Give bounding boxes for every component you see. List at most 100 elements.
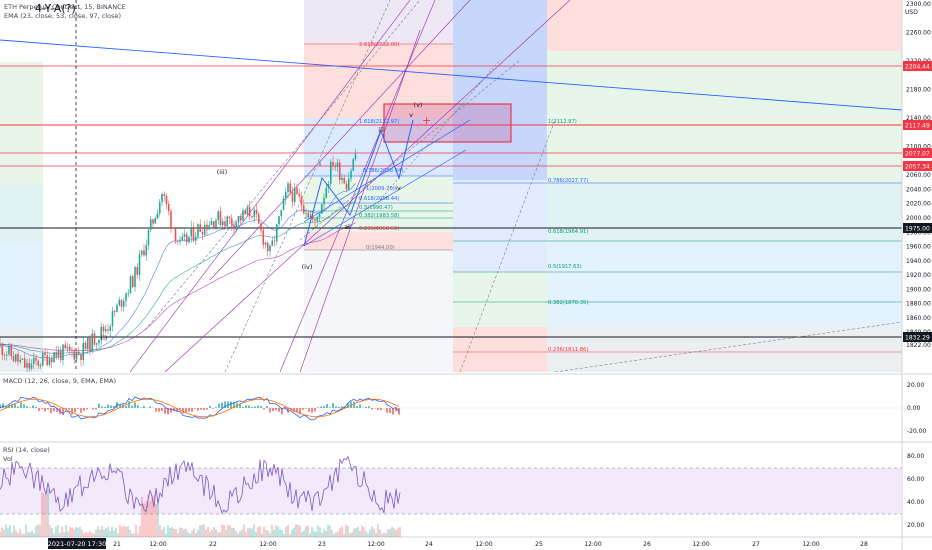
channel-line[interactable] [299,29,421,372]
candle-body[interactable] [12,356,15,362]
candle-body[interactable] [50,358,53,363]
candle-body[interactable] [95,343,98,345]
candle-body[interactable] [134,267,136,288]
candle-body[interactable] [280,210,283,217]
candle-body[interactable] [21,358,24,360]
candle-body[interactable] [147,229,150,246]
median-line[interactable] [379,59,501,201]
candle-body[interactable] [91,333,94,352]
candle-body[interactable] [125,293,127,302]
candle-body[interactable] [282,198,285,211]
candle-body[interactable] [350,170,352,179]
candle-body[interactable] [35,357,37,361]
candle-body[interactable] [28,363,31,369]
candle-body[interactable] [143,250,145,256]
candle-body[interactable] [80,354,82,360]
candle-body[interactable] [145,245,148,256]
candle-body[interactable] [314,219,316,221]
candle-body[interactable] [246,207,249,215]
candle-body[interactable] [300,196,303,206]
candle-body[interactable] [244,210,247,215]
candle-body[interactable] [296,187,298,195]
candle-body[interactable] [86,337,89,349]
candle-body[interactable] [5,354,8,356]
target-box[interactable] [383,103,512,143]
candle-body[interactable] [32,357,35,364]
ema-legend[interactable]: EMA (23, close, 53, close, 97, close) [4,12,121,20]
candle-body[interactable] [154,218,157,224]
candle-body[interactable] [172,227,175,229]
macd-pane[interactable] [0,396,902,421]
candle-body[interactable] [183,234,186,237]
candle-body[interactable] [235,222,238,230]
candle-body[interactable] [266,242,269,252]
candle-body[interactable] [194,236,197,241]
candle-body[interactable] [167,203,170,212]
candle-body[interactable] [118,299,121,305]
channel-line[interactable] [129,0,411,372]
candle-body[interactable] [39,365,42,367]
candle-body[interactable] [53,352,55,363]
candle-body[interactable] [226,216,229,227]
candle-body[interactable] [30,363,33,369]
candle-body[interactable] [59,350,62,361]
candle-body[interactable] [273,240,276,242]
candle-body[interactable] [323,197,325,205]
candle-body[interactable] [89,337,91,352]
main-pane[interactable] [0,0,902,537]
candle-body[interactable] [161,194,163,203]
candle-body[interactable] [343,177,346,184]
candle-body[interactable] [311,215,314,220]
candle-body[interactable] [298,194,301,197]
candle-body[interactable] [156,213,159,219]
candle-body[interactable] [48,358,51,366]
candle-body[interactable] [264,242,267,245]
candle-body[interactable] [84,342,87,349]
channel-line[interactable] [164,0,571,372]
candle-body[interactable] [23,358,26,368]
candle-body[interactable] [354,153,357,160]
vol-legend[interactable]: Vol [3,455,13,463]
candle-body[interactable] [309,215,312,217]
candle-body[interactable] [345,183,348,190]
candle-body[interactable] [197,224,199,237]
candle-body[interactable] [109,326,112,331]
candle-body[interactable] [341,177,343,180]
candle-body[interactable] [170,211,172,228]
candle-body[interactable] [3,354,6,356]
candle-body[interactable] [278,216,280,225]
candle-body[interactable] [127,293,130,294]
candle-body[interactable] [217,211,220,221]
channel-line[interactable] [209,0,471,281]
candle-body[interactable] [352,159,355,171]
candle-body[interactable] [248,207,251,217]
candle-body[interactable] [320,204,323,214]
candle-body[interactable] [140,250,143,255]
candle-body[interactable] [26,363,28,368]
candle-body[interactable] [152,219,154,224]
candle-body[interactable] [46,355,49,366]
candle-body[interactable] [113,311,116,313]
candle-body[interactable] [262,230,265,245]
candle-body[interactable] [347,178,350,190]
candle-body[interactable] [255,209,258,215]
candle-body[interactable] [334,166,337,168]
candle-body[interactable] [37,360,40,366]
candle-body[interactable] [287,183,289,193]
candle-body[interactable] [269,245,271,252]
candle-body[interactable] [1,343,4,355]
candle-body[interactable] [62,344,64,361]
median-line[interactable] [299,59,521,241]
candle-body[interactable] [190,226,193,237]
candle-body[interactable] [237,216,240,223]
candle-body[interactable] [149,219,152,230]
median-line[interactable] [144,0,421,331]
candle-body[interactable] [203,224,206,235]
candle-body[interactable] [66,346,69,349]
candle-body[interactable] [19,359,22,362]
wave-channel[interactable] [303,119,471,223]
candle-body[interactable] [219,211,222,226]
candle-body[interactable] [158,202,161,214]
candle-body[interactable] [192,226,195,241]
candle-body[interactable] [98,339,100,344]
